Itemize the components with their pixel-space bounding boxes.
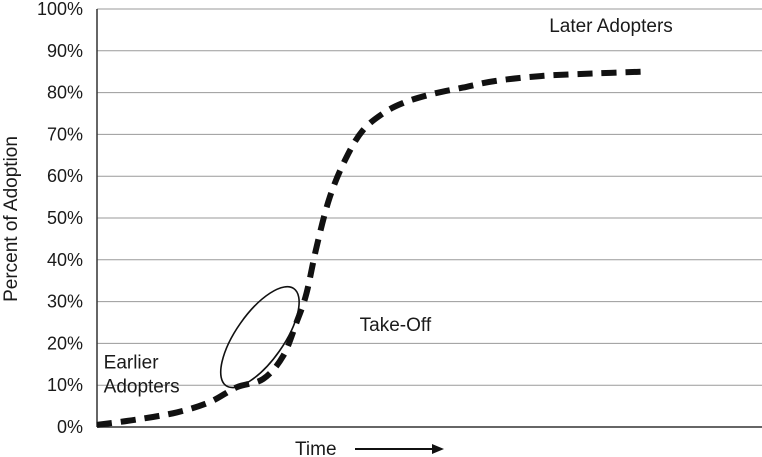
y-tick-label: 80% — [47, 83, 83, 103]
y-tick-label: 0% — [57, 417, 83, 437]
y-tick-label: 70% — [47, 124, 83, 144]
adoption-curve — [96, 68, 643, 428]
annotations: Later Adopters Take-Off Earlier Adopters — [104, 16, 673, 397]
annotation-label: Earlier Adopters — [104, 352, 180, 397]
y-tick-label: 10% — [47, 375, 83, 395]
y-tick-label: 100% — [37, 0, 83, 19]
takeoff-ellipse — [219, 285, 300, 389]
axes — [96, 9, 762, 428]
y-axis-label: Percent of Adoption — [1, 136, 22, 302]
x-axis-label-group: Time — [295, 439, 444, 457]
annotation-label: Later Adopters — [549, 16, 673, 37]
annotation-label: Take-Off — [360, 315, 432, 336]
y-tick-label: 60% — [47, 166, 83, 186]
y-tick-label: 40% — [47, 250, 83, 270]
right-arrow-icon — [355, 444, 444, 454]
x-axis-label: Time — [295, 439, 337, 457]
y-tick-label: 50% — [47, 208, 83, 228]
y-tick-label: 20% — [47, 333, 83, 353]
series-group — [96, 68, 643, 428]
y-tick-label: 90% — [47, 41, 83, 61]
y-tick-label: 30% — [47, 292, 83, 312]
gridlines — [97, 8, 762, 428]
y-tick-labels: 0% 10% 20% 30% 40% 50% 60% 70% 80% 90% 100% — [37, 0, 83, 437]
